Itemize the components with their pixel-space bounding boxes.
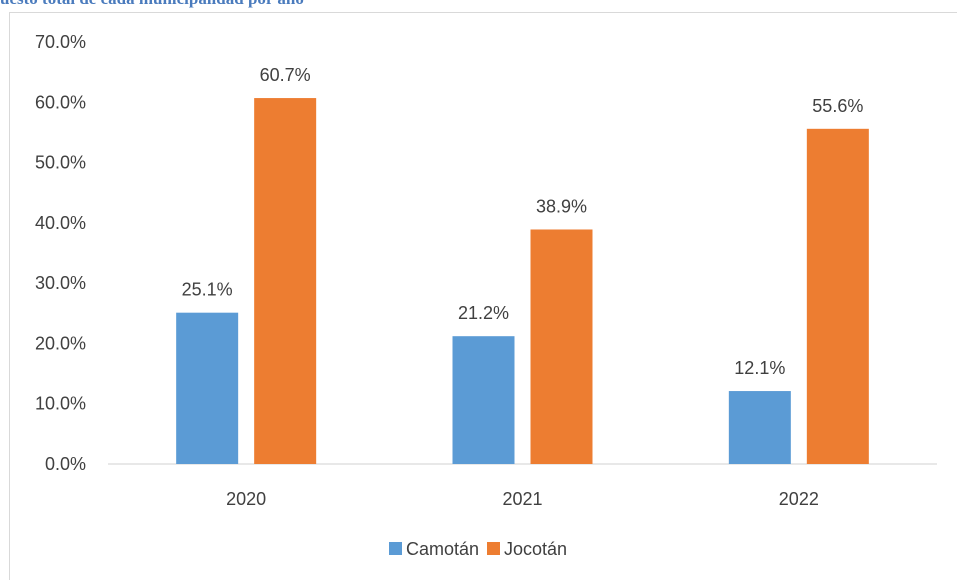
bars-group: [176, 98, 869, 465]
legend-label: Camotán: [406, 539, 479, 559]
y-tick-label: 30.0%: [35, 273, 86, 293]
bar-camot-n-2020: [176, 312, 239, 464]
y-tick-label: 10.0%: [35, 394, 86, 414]
x-axis-ticks: 2020 2021 2022: [226, 489, 819, 509]
x-tick-label: 2020: [226, 489, 266, 509]
chart-frame: [9, 12, 957, 580]
y-tick-label: 20.0%: [35, 333, 86, 353]
data-label: 60.7%: [260, 65, 311, 85]
bar-jocot-n-2021: [530, 229, 593, 464]
y-tick-label: 60.0%: [35, 92, 86, 112]
data-label: 38.9%: [536, 196, 587, 216]
y-tick-label: 40.0%: [35, 213, 86, 233]
bar-jocot-n-2020: [254, 98, 317, 465]
data-label: 21.2%: [458, 303, 509, 323]
y-tick-label: 70.0%: [35, 32, 86, 52]
legend-label: Jocotán: [504, 539, 567, 559]
bar-jocot-n-2022: [806, 128, 869, 464]
bar-camot-n-2022: [728, 391, 791, 464]
y-tick-label: 50.0%: [35, 153, 86, 173]
y-axis-ticks: 0.0% 10.0% 20.0% 30.0% 40.0% 50.0% 60.0% 70.0%: [35, 32, 86, 474]
clipped-chart-title: uesto total de cada municipalidad por añ…: [0, 0, 304, 9]
data-labels-group: 25.1% 60.7% 21.2% 38.9% 12.1% 55.6%: [182, 65, 864, 378]
legend-swatch: [487, 542, 500, 555]
y-tick-label: 0.0%: [45, 454, 86, 474]
data-label: 55.6%: [812, 96, 863, 116]
x-tick-label: 2021: [502, 489, 542, 509]
data-label: 12.1%: [734, 358, 785, 378]
legend: Camotán Jocotán: [389, 539, 567, 559]
data-label: 25.1%: [182, 280, 233, 300]
bar-camot-n-2021: [452, 336, 515, 464]
legend-swatch: [389, 542, 402, 555]
x-tick-label: 2022: [779, 489, 819, 509]
